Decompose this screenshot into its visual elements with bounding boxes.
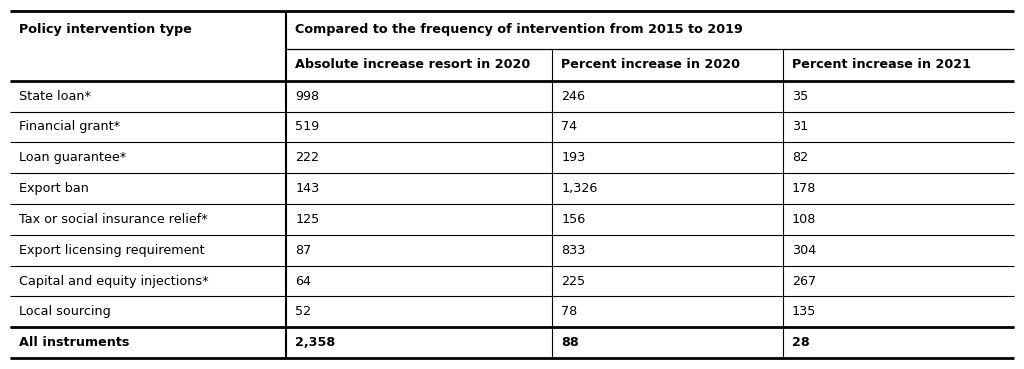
Text: 225: 225 <box>561 275 586 287</box>
Text: 52: 52 <box>295 306 311 318</box>
Text: 156: 156 <box>561 213 586 226</box>
Text: 998: 998 <box>295 90 319 103</box>
Text: Financial grant*: Financial grant* <box>19 120 121 134</box>
Text: Percent increase in 2020: Percent increase in 2020 <box>561 58 740 71</box>
Text: Absolute increase resort in 2020: Absolute increase resort in 2020 <box>295 58 530 71</box>
Text: Loan guarantee*: Loan guarantee* <box>19 151 127 164</box>
Text: 125: 125 <box>295 213 319 226</box>
Text: 35: 35 <box>792 90 808 103</box>
Text: 88: 88 <box>561 336 579 349</box>
Text: 31: 31 <box>792 120 808 134</box>
Text: 222: 222 <box>295 151 319 164</box>
Text: Export licensing requirement: Export licensing requirement <box>19 244 205 257</box>
Text: 833: 833 <box>561 244 586 257</box>
Text: State loan*: State loan* <box>19 90 91 103</box>
Text: 1,326: 1,326 <box>561 182 598 195</box>
Text: Local sourcing: Local sourcing <box>19 306 111 318</box>
Text: 78: 78 <box>561 306 578 318</box>
Text: 82: 82 <box>792 151 808 164</box>
Text: 178: 178 <box>792 182 816 195</box>
Text: 87: 87 <box>295 244 311 257</box>
Text: 304: 304 <box>792 244 816 257</box>
Text: Tax or social insurance relief*: Tax or social insurance relief* <box>19 213 208 226</box>
Text: 2,358: 2,358 <box>295 336 336 349</box>
Text: 28: 28 <box>792 336 810 349</box>
Text: 74: 74 <box>561 120 578 134</box>
Text: 135: 135 <box>792 306 816 318</box>
Text: 519: 519 <box>295 120 319 134</box>
Text: All instruments: All instruments <box>19 336 130 349</box>
Text: 64: 64 <box>295 275 311 287</box>
Text: Export ban: Export ban <box>19 182 89 195</box>
Text: Percent increase in 2021: Percent increase in 2021 <box>792 58 971 71</box>
Text: Policy intervention type: Policy intervention type <box>19 23 193 37</box>
Text: 108: 108 <box>792 213 816 226</box>
Text: Capital and equity injections*: Capital and equity injections* <box>19 275 209 287</box>
Text: Compared to the frequency of intervention from 2015 to 2019: Compared to the frequency of interventio… <box>295 23 743 37</box>
Text: 246: 246 <box>561 90 585 103</box>
Text: 143: 143 <box>295 182 319 195</box>
Text: 193: 193 <box>561 151 586 164</box>
Text: 267: 267 <box>792 275 816 287</box>
